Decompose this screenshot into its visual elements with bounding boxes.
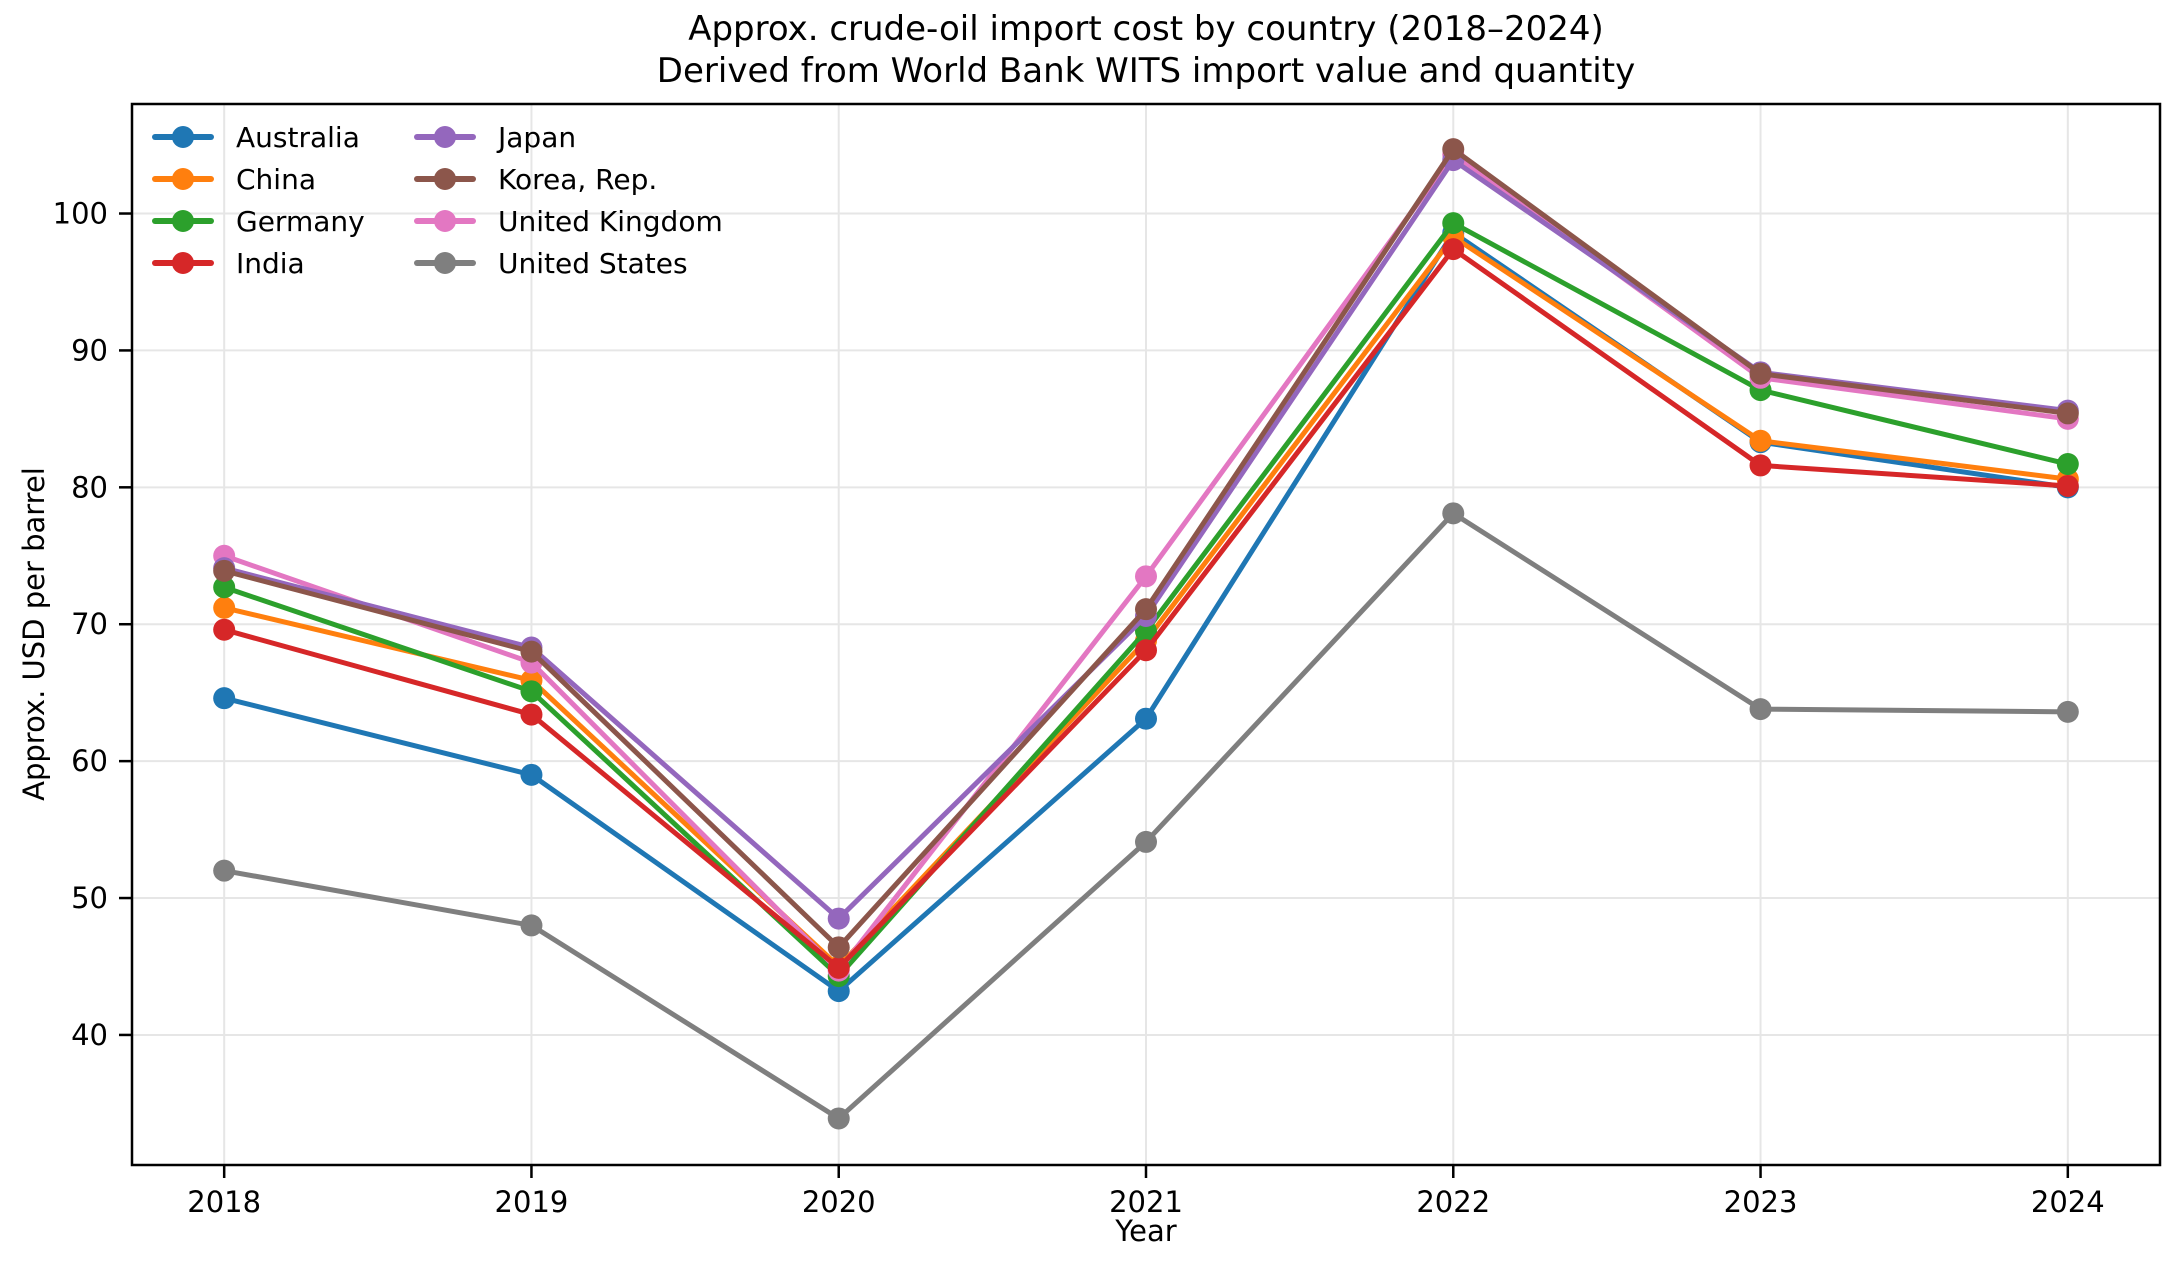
legend-dot (434, 168, 456, 190)
point-china-2018 (213, 596, 236, 619)
point-india-2024 (2056, 474, 2079, 497)
y-axis-label: Approx. USD per barrel (17, 467, 51, 801)
point-australia-2018 (213, 687, 236, 710)
legend-dot (172, 252, 194, 274)
chart-subtitle: Derived from World Bank WITS import valu… (656, 51, 1636, 91)
point-korea-rep-2021 (1135, 598, 1157, 621)
x-tick-label-2019: 2019 (495, 1185, 569, 1219)
point-korea-rep-2022 (1442, 138, 1465, 161)
legend-label-germany: Germany (236, 204, 365, 238)
legend-marker-icon (414, 252, 476, 274)
point-germany-2021 (1135, 620, 1157, 643)
point-australia-2019 (520, 763, 543, 786)
y-tick-label-100: 100 (53, 197, 108, 231)
point-australia-2021 (1135, 707, 1157, 730)
legend-marker-icon (414, 168, 476, 190)
legend-label-united-kingdom: United Kingdom (498, 204, 723, 238)
point-united-kingdom-2021 (1135, 565, 1157, 588)
y-tick-label-60: 60 (71, 744, 108, 778)
x-tick-label-2023: 2023 (1724, 1185, 1798, 1219)
x-tick-label-2022: 2022 (1416, 1185, 1490, 1219)
legend-item-germany: Germany (152, 200, 414, 242)
legend-column-1: Australia China Germany India (152, 116, 414, 284)
legend-marker-icon (152, 210, 214, 232)
legend-marker-icon (414, 126, 476, 148)
legend-dot (172, 168, 194, 190)
point-united-states-2023 (1749, 698, 1772, 721)
x-axis-label: Year (1115, 1214, 1177, 1248)
point-japan-2020 (827, 907, 850, 930)
title-block: Approx. crude-oil import cost by country… (132, 8, 2160, 92)
legend-label-china: China (236, 162, 316, 196)
point-korea-rep-2023 (1749, 362, 1772, 385)
point-india-2022 (1442, 238, 1465, 261)
point-india-2018 (213, 618, 236, 641)
legend-label-australia: Australia (236, 120, 360, 154)
legend-dot (434, 252, 456, 274)
legend-item-china: China (152, 158, 414, 200)
x-tick-label-2018: 2018 (187, 1185, 261, 1219)
legend-marker-icon (152, 168, 214, 190)
point-united-states-2021 (1135, 830, 1157, 853)
point-korea-rep-2018 (213, 559, 236, 582)
point-korea-rep-2020 (827, 936, 850, 959)
point-india-2021 (1135, 639, 1157, 662)
legend-item-united-kingdom: United Kingdom (414, 200, 723, 242)
x-tick-label-2021: 2021 (1109, 1185, 1183, 1219)
legend-label-united-states: United States (498, 246, 688, 280)
legend-item-united-states: United States (414, 242, 723, 284)
legend-dot (434, 126, 456, 148)
x-tick-label-2020: 2020 (802, 1185, 876, 1219)
legend-marker-icon (152, 126, 214, 148)
point-united-states-2018 (213, 859, 236, 882)
y-tick-label-90: 90 (71, 333, 108, 367)
point-united-states-2024 (2056, 700, 2079, 723)
point-india-2020 (827, 956, 850, 979)
legend-item-korea-rep: Korea, Rep. (414, 158, 723, 200)
point-united-states-2020 (827, 1107, 850, 1130)
legend-item-india: India (152, 242, 414, 284)
legend-label-japan: Japan (498, 120, 577, 154)
y-tick-label-70: 70 (71, 607, 108, 641)
point-china-2023 (1749, 429, 1772, 452)
point-india-2019 (520, 703, 543, 726)
legend-dot (172, 126, 194, 148)
legend-dot (434, 210, 456, 232)
point-germany-2019 (520, 680, 543, 703)
y-tick-label-40: 40 (71, 1018, 108, 1052)
chart-title: Approx. crude-oil import cost by country… (688, 9, 1604, 49)
point-korea-rep-2024 (2056, 402, 2079, 425)
legend-label-india: India (236, 246, 305, 280)
point-india-2023 (1749, 454, 1772, 477)
legend-marker-icon (152, 252, 214, 274)
y-tick-label-80: 80 (71, 470, 108, 504)
legend-marker-icon (414, 210, 476, 232)
point-united-states-2022 (1442, 502, 1465, 525)
x-tick-label-2024: 2024 (2031, 1185, 2105, 1219)
legend: Australia China Germany India Japan Korea, Re… (152, 116, 723, 284)
point-australia-2020 (827, 980, 850, 1003)
legend-label-korea-rep: Korea, Rep. (498, 162, 658, 196)
point-germany-2018 (213, 576, 236, 599)
legend-item-australia: Australia (152, 116, 414, 158)
point-korea-rep-2019 (520, 640, 543, 663)
legend-dot (172, 210, 194, 232)
point-germany-2024 (2056, 453, 2079, 476)
legend-column-2: Japan Korea, Rep. United Kingdom United Sta… (414, 116, 723, 284)
legend-item-japan: Japan (414, 116, 723, 158)
y-tick-label-50: 50 (71, 881, 108, 915)
point-united-states-2019 (520, 914, 543, 937)
point-germany-2022 (1442, 212, 1465, 235)
